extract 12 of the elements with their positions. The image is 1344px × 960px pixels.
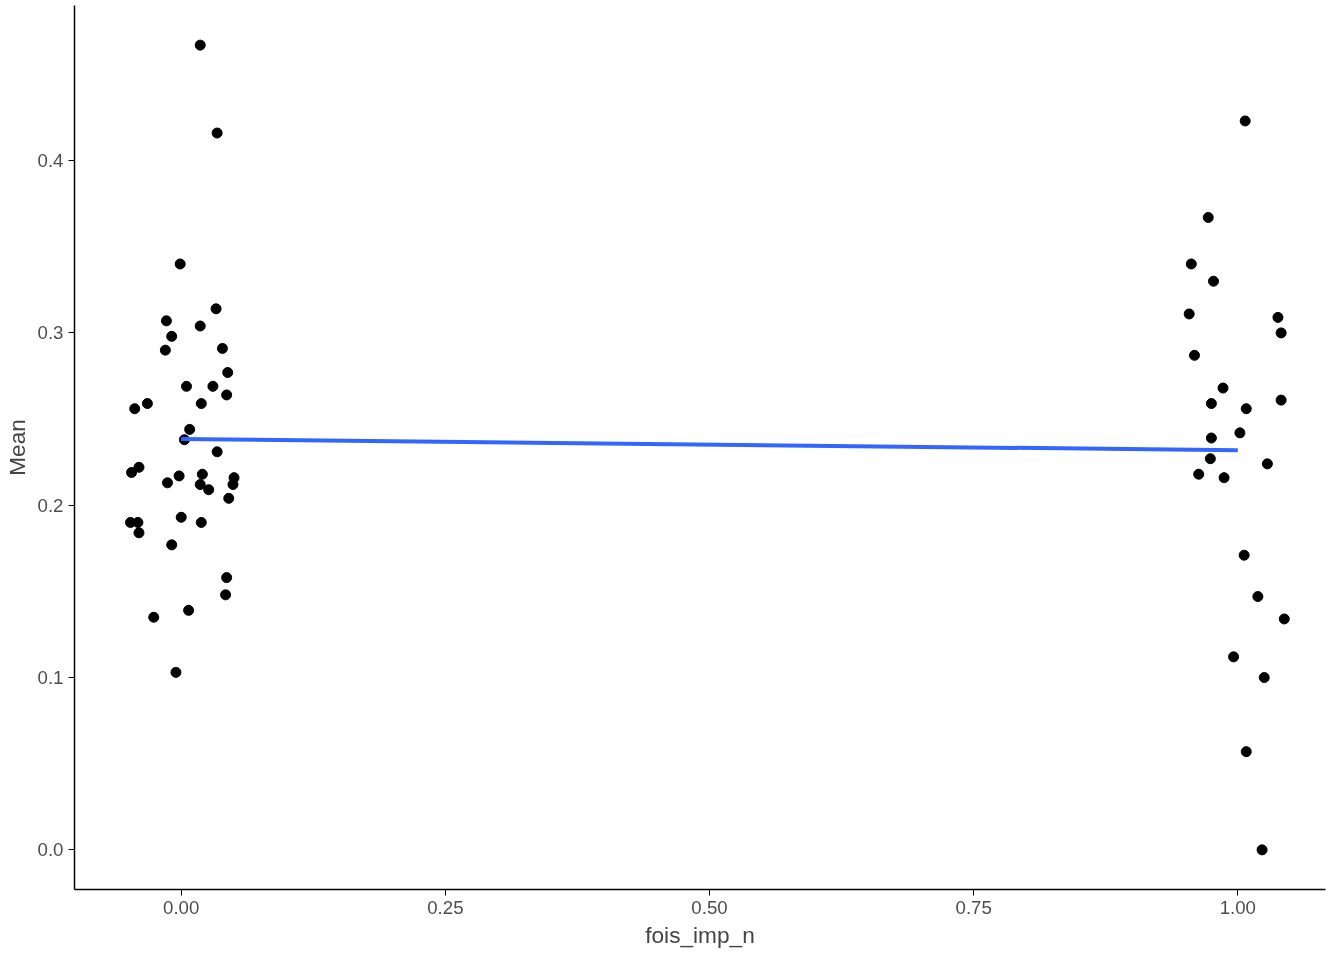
y-tick-label: 0.0 [37,839,64,861]
y-tick-label: 0.2 [37,494,64,516]
y-axis-title: Mean [3,419,30,476]
x-tick-label: 0.25 [427,896,464,918]
x-tick-label: 0.50 [691,896,728,918]
x-tick-label: 1.00 [1219,896,1256,918]
x-axis-title: fois_imp_n [645,921,755,948]
y-tick-label: 0.4 [37,150,64,172]
y-tick-label: 0.1 [37,667,64,689]
x-tick-label: 0.00 [163,896,200,918]
y-tick-label: 0.3 [37,322,64,344]
x-tick-label: 0.75 [955,896,992,918]
